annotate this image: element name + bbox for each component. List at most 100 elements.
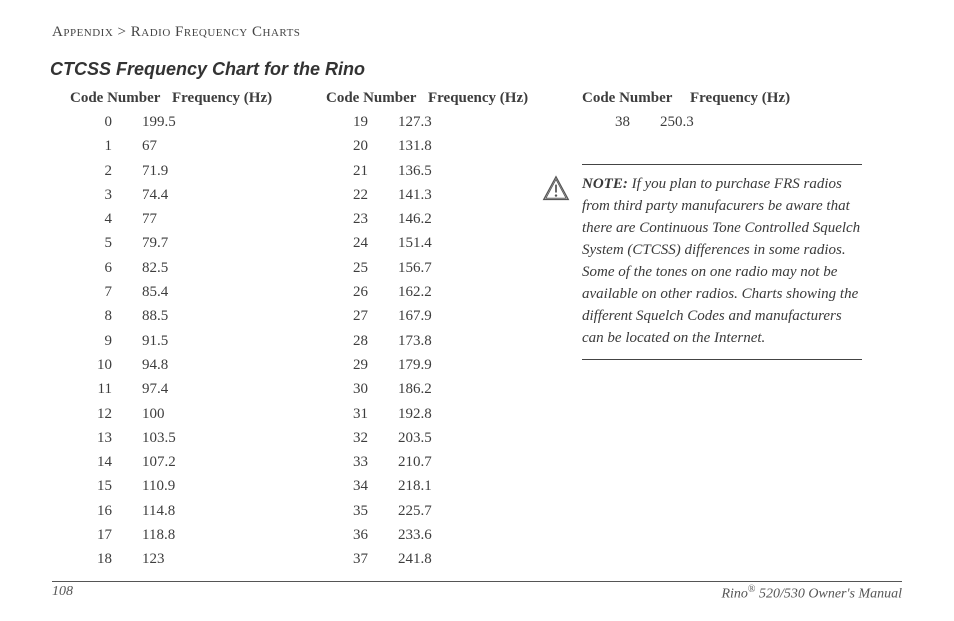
table-row: 167	[70, 134, 282, 158]
cell-code: 34	[326, 474, 398, 498]
note-body: If you plan to purchase FRS radios from …	[582, 176, 860, 346]
table-row: 0199.5	[70, 110, 282, 134]
table-row: 12100	[70, 402, 282, 426]
cell-freq: 123	[142, 547, 252, 571]
cell-freq: 233.6	[398, 523, 508, 547]
cell-freq: 192.8	[398, 402, 508, 426]
cell-code: 35	[326, 499, 398, 523]
cell-freq: 82.5	[142, 256, 252, 280]
cell-freq: 210.7	[398, 450, 508, 474]
column-header: Code Number Frequency (Hz)	[70, 90, 282, 107]
cell-code: 12	[70, 402, 142, 426]
header-code: Code Number	[70, 90, 172, 107]
freq-column-1: Code Number Frequency (Hz) 0199.5167271.…	[70, 90, 282, 572]
table-row: 991.5	[70, 329, 282, 353]
cell-freq: 173.8	[398, 329, 508, 353]
table-row: 785.4	[70, 280, 282, 304]
table-row: 24151.4	[326, 231, 538, 255]
table-row: 21136.5	[326, 159, 538, 183]
cell-freq: 203.5	[398, 426, 508, 450]
column-rows: 38250.3	[582, 110, 862, 134]
table-row: 13103.5	[70, 426, 282, 450]
cell-freq: 97.4	[142, 377, 252, 401]
cell-code: 20	[326, 134, 398, 158]
warning-icon	[542, 175, 570, 203]
cell-code: 38	[582, 110, 660, 134]
table-row: 35225.7	[326, 499, 538, 523]
column-header: Code Number Frequency (Hz)	[326, 90, 538, 107]
cell-freq: 103.5	[142, 426, 252, 450]
cell-code: 5	[70, 231, 142, 255]
cell-freq: 107.2	[142, 450, 252, 474]
cell-freq: 156.7	[398, 256, 508, 280]
cell-freq: 186.2	[398, 377, 508, 401]
table-row: 26162.2	[326, 280, 538, 304]
cell-code: 24	[326, 231, 398, 255]
cell-freq: 136.5	[398, 159, 508, 183]
column-header: Code Number Frequency (Hz)	[582, 90, 862, 107]
table-row: 1197.4	[70, 377, 282, 401]
cell-freq: 127.3	[398, 110, 508, 134]
page-title: CTCSS Frequency Chart for the Rino	[50, 59, 902, 80]
column-rows: 0199.5167271.9374.4477579.7682.5785.4888…	[70, 110, 282, 572]
breadcrumb-b: Radio Frequency Charts	[131, 24, 301, 40]
cell-code: 6	[70, 256, 142, 280]
cell-code: 30	[326, 377, 398, 401]
note-label: NOTE:	[582, 176, 628, 192]
cell-freq: 100	[142, 402, 252, 426]
cell-code: 28	[326, 329, 398, 353]
table-row: 37241.8	[326, 547, 538, 571]
cell-freq: 218.1	[398, 474, 508, 498]
cell-freq: 167.9	[398, 304, 508, 328]
table-row: 28173.8	[326, 329, 538, 353]
table-row: 25156.7	[326, 256, 538, 280]
cell-code: 33	[326, 450, 398, 474]
cell-freq: 79.7	[142, 231, 252, 255]
column-rows: 19127.320131.821136.522141.323146.224151…	[326, 110, 538, 572]
cell-freq: 162.2	[398, 280, 508, 304]
cell-code: 9	[70, 329, 142, 353]
cell-freq: 118.8	[142, 523, 252, 547]
table-row: 33210.7	[326, 450, 538, 474]
freq-column-3: Code Number Frequency (Hz) 38250.3 NOTE:…	[582, 90, 862, 360]
page-number: 108	[52, 584, 73, 603]
cell-code: 14	[70, 450, 142, 474]
cell-freq: 77	[142, 207, 252, 231]
page-footer: 108 Rino® 520/530 Owner's Manual	[52, 581, 902, 603]
cell-freq: 94.8	[142, 353, 252, 377]
cell-freq: 179.9	[398, 353, 508, 377]
cell-code: 29	[326, 353, 398, 377]
cell-code: 11	[70, 377, 142, 401]
cell-freq: 131.8	[398, 134, 508, 158]
header-freq: Frequency (Hz)	[172, 90, 282, 107]
table-row: 31192.8	[326, 402, 538, 426]
table-row: 23146.2	[326, 207, 538, 231]
cell-code: 17	[70, 523, 142, 547]
cell-freq: 71.9	[142, 159, 252, 183]
table-row: 271.9	[70, 159, 282, 183]
content-area: Code Number Frequency (Hz) 0199.5167271.…	[52, 90, 902, 572]
cell-code: 0	[70, 110, 142, 134]
table-row: 888.5	[70, 304, 282, 328]
cell-code: 22	[326, 183, 398, 207]
table-row: 27167.9	[326, 304, 538, 328]
cell-code: 26	[326, 280, 398, 304]
table-row: 32203.5	[326, 426, 538, 450]
table-row: 30186.2	[326, 377, 538, 401]
freq-column-2: Code Number Frequency (Hz) 19127.320131.…	[326, 90, 538, 572]
cell-code: 13	[70, 426, 142, 450]
cell-freq: 85.4	[142, 280, 252, 304]
cell-freq: 114.8	[142, 499, 252, 523]
cell-code: 15	[70, 474, 142, 498]
table-row: 19127.3	[326, 110, 538, 134]
cell-freq: 110.9	[142, 474, 252, 498]
table-row: 1094.8	[70, 353, 282, 377]
cell-code: 7	[70, 280, 142, 304]
table-row: 14107.2	[70, 450, 282, 474]
cell-code: 4	[70, 207, 142, 231]
breadcrumb-sep: >	[118, 24, 127, 40]
header-freq: Frequency (Hz)	[690, 90, 800, 107]
cell-freq: 67	[142, 134, 252, 158]
cell-freq: 141.3	[398, 183, 508, 207]
cell-code: 3	[70, 183, 142, 207]
